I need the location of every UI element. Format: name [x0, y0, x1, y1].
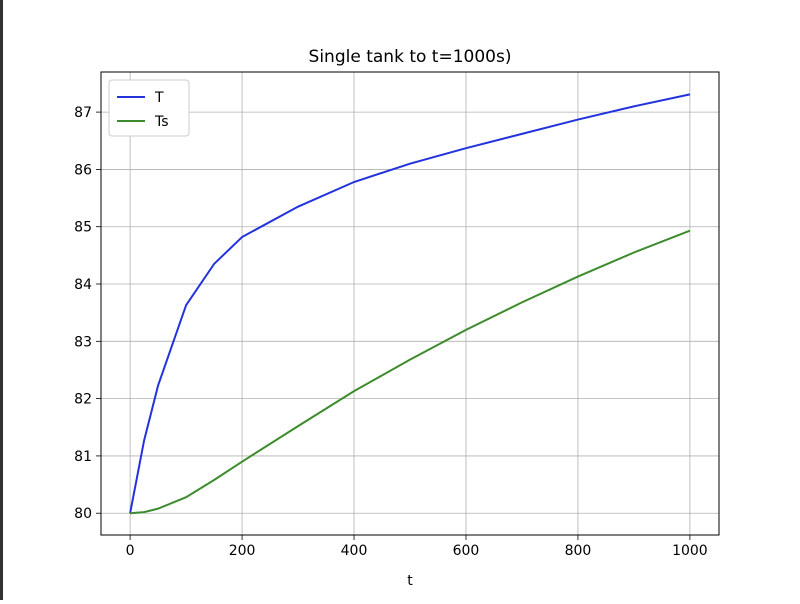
data-line	[129, 93, 691, 514]
legend-label: Ts	[154, 114, 169, 130]
y-tick-label: 83	[74, 334, 92, 350]
x-axis-label: t	[407, 573, 413, 589]
x-tick-label: 600	[453, 543, 480, 559]
y-tick-label: 86	[74, 162, 92, 178]
plot-frame	[100, 71, 720, 536]
y-tick-label: 80	[74, 506, 92, 522]
y-tick-label: 85	[74, 220, 92, 236]
x-tick-label: 0	[126, 543, 135, 559]
y-tick-label: 87	[74, 105, 92, 121]
y-tick-label: 84	[74, 277, 92, 293]
window-edge	[0, 0, 3, 600]
x-tick-label: 200	[229, 543, 256, 559]
x-tick-label: 400	[341, 543, 368, 559]
data-line	[130, 229, 691, 515]
x-tick-label: 1000	[672, 543, 708, 559]
legend-label: T	[154, 90, 164, 106]
chart-title: Single tank to t=1000s)	[309, 47, 512, 67]
y-tick-label: 81	[74, 449, 92, 465]
x-tick-label: 800	[565, 543, 592, 559]
y-tick-label: 82	[74, 392, 92, 408]
legend-box	[108, 79, 190, 137]
